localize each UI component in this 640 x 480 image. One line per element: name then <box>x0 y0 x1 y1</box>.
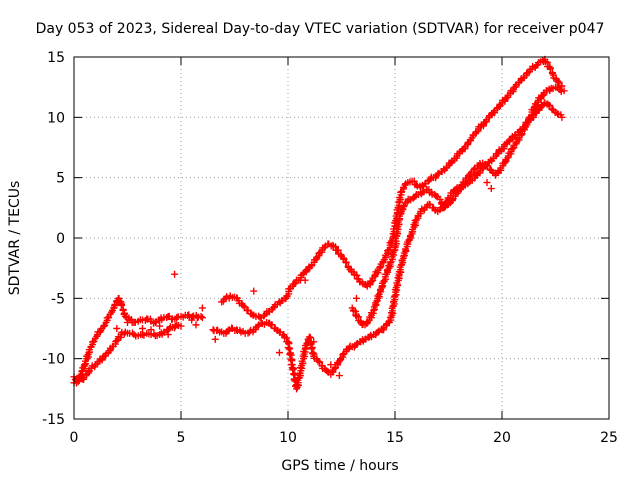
data-point <box>352 340 360 348</box>
x-tick-label: 10 <box>279 430 297 446</box>
data-point <box>233 326 241 334</box>
data-point <box>171 270 179 278</box>
y-tick-label: -10 <box>42 352 65 368</box>
data-point <box>554 110 562 118</box>
data-point <box>470 165 478 173</box>
data-point <box>100 322 108 330</box>
data-point <box>173 314 181 322</box>
data-point <box>412 181 420 189</box>
data-point <box>124 318 131 326</box>
data-points <box>70 55 568 393</box>
axis-ticks <box>73 56 610 420</box>
data-point <box>327 361 335 369</box>
data-point <box>434 170 442 178</box>
data-point <box>250 287 258 295</box>
x-tick-labels: 0 5 10 15 20 25 <box>70 430 618 446</box>
data-point <box>211 335 219 343</box>
y-tick-label: 0 <box>56 231 65 247</box>
data-point <box>289 366 297 374</box>
data-point <box>284 344 292 352</box>
data-point <box>117 301 125 309</box>
data-point <box>352 294 360 302</box>
data-point <box>113 325 121 332</box>
data-point <box>370 306 378 314</box>
y-tick-label: -15 <box>42 412 65 428</box>
data-point <box>560 87 568 95</box>
data-point <box>472 171 480 179</box>
data-point <box>410 177 418 185</box>
x-tick-label: 0 <box>70 430 79 446</box>
data-point <box>558 113 566 121</box>
data-point <box>509 145 517 153</box>
data-point <box>90 337 98 345</box>
y-tick-labels: -15 -10 -5 0 5 10 15 <box>42 50 65 428</box>
data-point <box>192 321 200 329</box>
data-point <box>188 316 196 324</box>
x-tick-label: 25 <box>600 430 618 446</box>
data-point <box>554 77 562 85</box>
data-point <box>121 312 129 320</box>
data-point <box>198 314 206 322</box>
chart-title: Day 053 of 2023, Sidereal Day-to-day VTE… <box>36 21 605 37</box>
x-tick-label: 5 <box>177 430 186 446</box>
data-point <box>275 349 283 357</box>
x-tick-label: 20 <box>493 430 511 446</box>
y-tick-label: 5 <box>56 171 65 187</box>
data-point <box>147 326 155 334</box>
data-point <box>367 277 375 285</box>
data-point <box>525 114 533 122</box>
data-point <box>96 328 104 336</box>
data-point <box>138 325 146 332</box>
data-point <box>546 65 554 73</box>
data-point <box>113 337 121 345</box>
data-point <box>374 328 382 336</box>
data-point <box>335 372 343 380</box>
data-point <box>339 351 347 359</box>
data-point <box>400 203 408 211</box>
data-point <box>310 338 318 346</box>
x-tick-label: 15 <box>386 430 404 446</box>
data-point <box>138 331 146 339</box>
data-point <box>177 322 185 330</box>
data-point <box>198 304 206 312</box>
data-point <box>440 204 448 212</box>
data-point <box>286 350 294 358</box>
data-point <box>164 331 172 339</box>
data-point <box>156 322 164 330</box>
data-point <box>308 345 316 353</box>
data-point <box>224 327 232 335</box>
y-tick-label: 10 <box>47 110 65 126</box>
data-point <box>81 361 89 369</box>
data-point <box>483 178 491 186</box>
y-tick-label: -5 <box>51 291 65 307</box>
y-axis-label: SDTVAR / TECUs <box>7 181 23 296</box>
data-point <box>301 276 309 284</box>
data-point <box>197 312 205 320</box>
x-axis-label: GPS time / hours <box>281 458 398 474</box>
y-tick-label: 15 <box>47 50 65 66</box>
data-point <box>436 195 444 203</box>
data-point <box>342 259 350 267</box>
data-point <box>487 185 495 193</box>
